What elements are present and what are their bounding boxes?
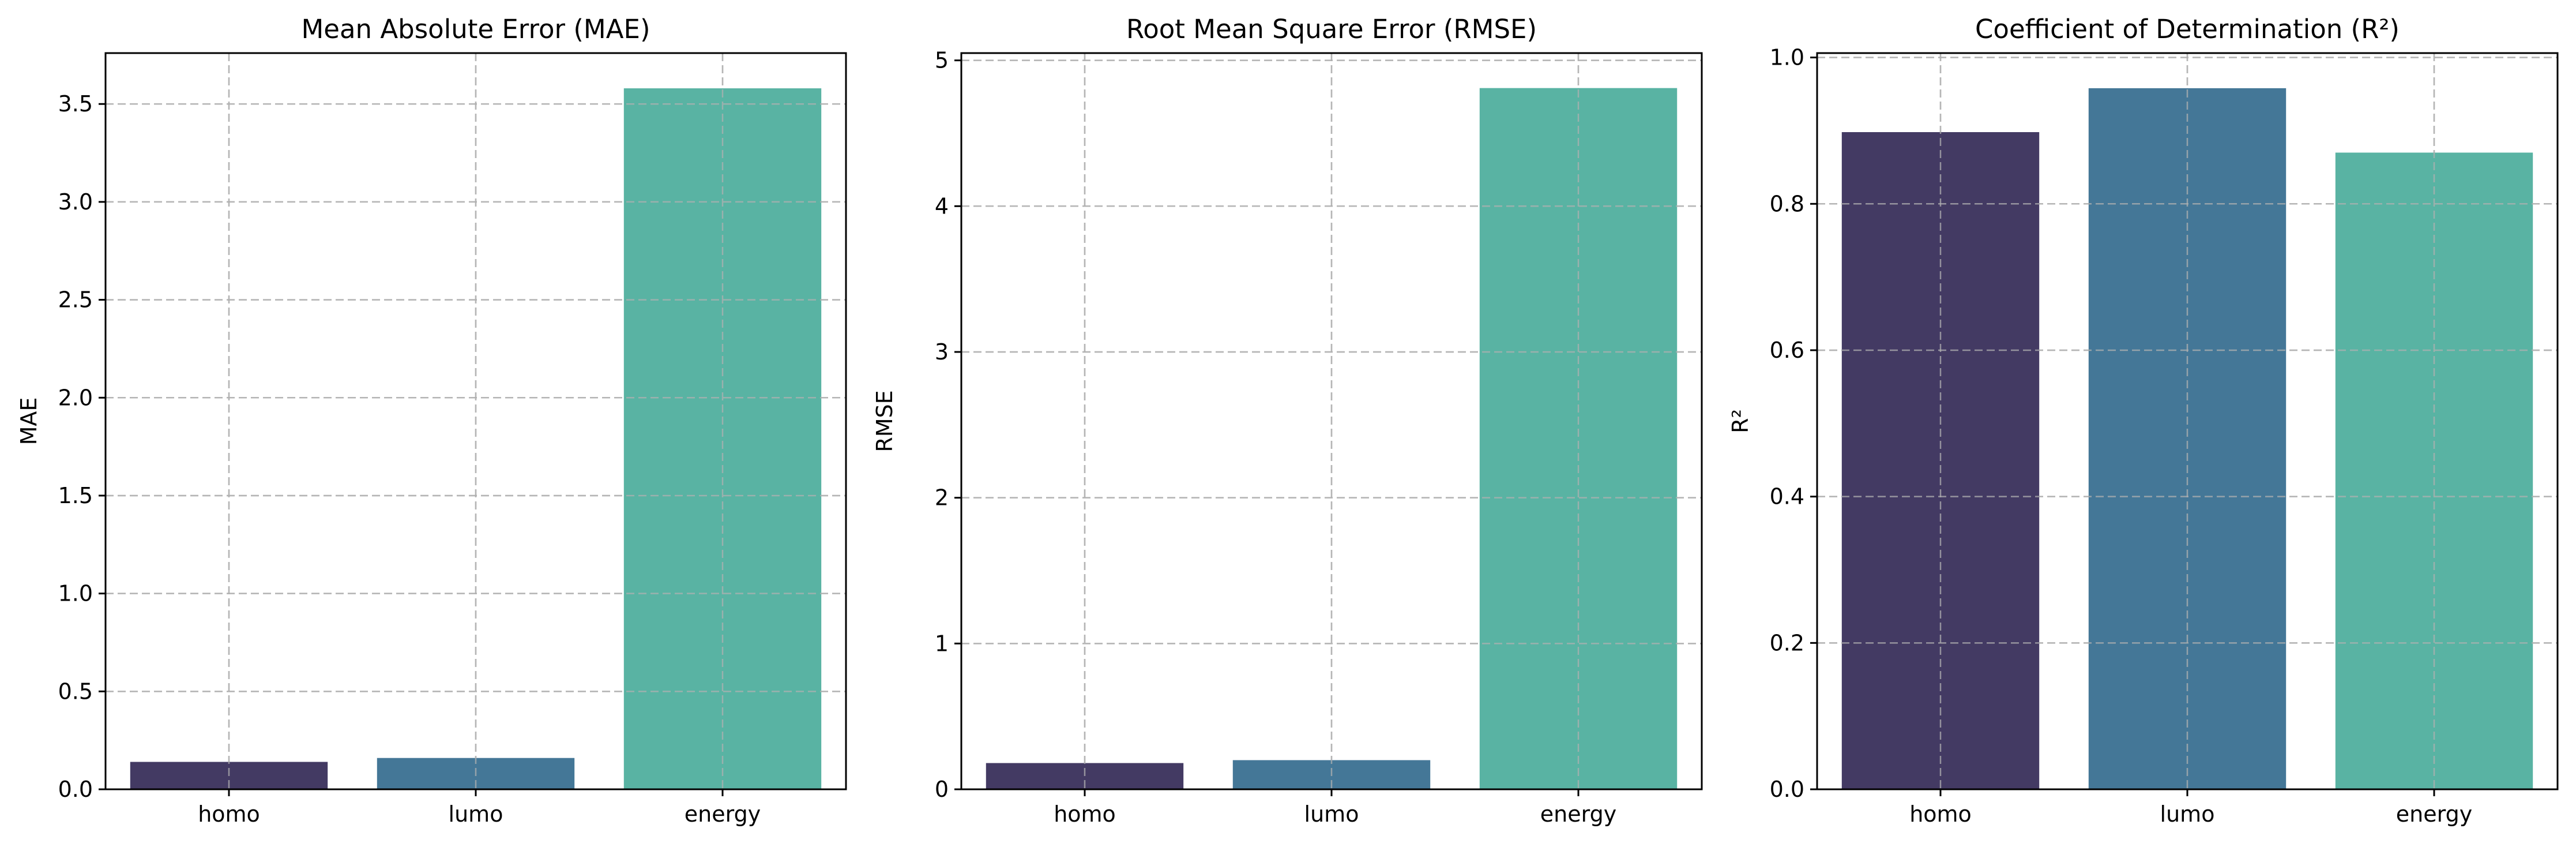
x-tick-label-energy: energy — [2396, 801, 2472, 827]
y-tick-label: 3.5 — [58, 91, 93, 117]
y-tick-label: 1.5 — [58, 483, 93, 508]
x-tick-label-lumo: lumo — [1304, 801, 1359, 827]
x-tick-label-homo: homo — [198, 801, 260, 827]
x-tick-label-energy: energy — [685, 801, 761, 827]
y-tick-label: 2 — [935, 485, 949, 511]
y-tick-label: 1.0 — [58, 581, 93, 606]
y-tick-label: 1.0 — [1770, 45, 1804, 70]
y-axis-label: MAE — [16, 398, 42, 445]
y-axis-label: R² — [1728, 409, 1753, 433]
y-tick-label: 0 — [935, 777, 949, 802]
y-axis-label: RMSE — [872, 390, 897, 452]
y-tick-label: 0.0 — [58, 777, 93, 802]
chart-panel-1: 0.0 0.5 1.0 1.5 2.0 2.5 3.0 3.5 homo lumo energy Me… — [16, 14, 847, 827]
y-tick-label: 3 — [935, 339, 949, 365]
x-tick-label-homo: homo — [1909, 801, 1972, 827]
y-tick-label: 1 — [935, 631, 949, 656]
y-tick-label: 3.0 — [58, 189, 93, 215]
chart-title: Coefficient of Determination (R²) — [1975, 14, 2400, 44]
chart-panel-3: 0.0 0.2 0.4 0.6 0.8 1.0 homo lumo energy Coeffici… — [1728, 14, 2559, 827]
chart-panel-2: 0 1 2 3 4 5 homo lumo energy Root Mean Square Err… — [872, 14, 1703, 827]
y-tick-label: 0.6 — [1770, 338, 1804, 363]
y-tick-label: 0.4 — [1770, 484, 1804, 509]
chart-title: Mean Absolute Error (MAE) — [301, 14, 650, 44]
x-tick-label-homo: homo — [1054, 801, 1116, 827]
y-tick-label: 2.5 — [58, 287, 93, 313]
y-tick-label: 0.0 — [1770, 777, 1804, 802]
y-tick-label: 0.8 — [1770, 191, 1804, 216]
x-tick-label-energy: energy — [1540, 801, 1616, 827]
y-tick-label: 0.5 — [58, 679, 93, 704]
y-tick-label: 4 — [935, 193, 949, 219]
y-tick-label: 0.2 — [1770, 630, 1804, 655]
y-tick-label: 2.0 — [58, 385, 93, 410]
x-tick-label-lumo: lumo — [449, 801, 503, 827]
x-tick-label-lumo: lumo — [2160, 801, 2215, 827]
y-tick-label: 5 — [935, 48, 949, 73]
chart-title: Root Mean Square Error (RMSE) — [1126, 14, 1537, 44]
